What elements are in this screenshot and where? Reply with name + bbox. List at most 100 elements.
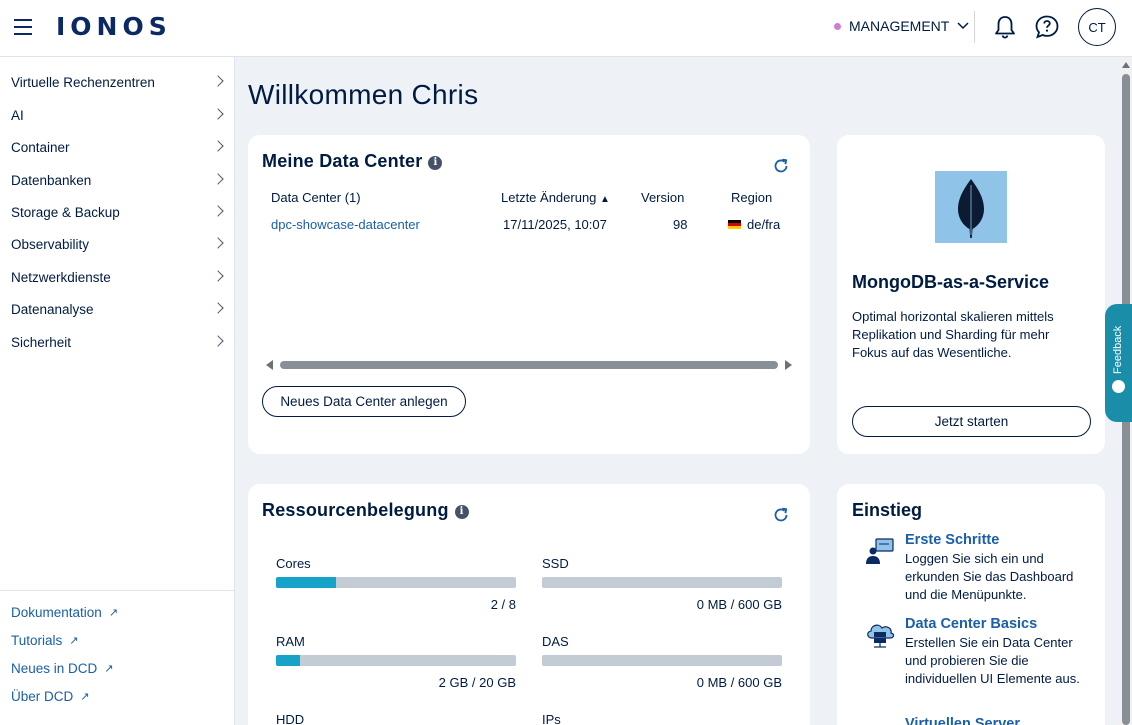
sidebar-item-storage-backup[interactable]: Storage & Backup [0, 196, 234, 228]
external-link-icon: ↗ [108, 607, 119, 619]
sidebar-item-label: Container [11, 139, 70, 155]
link-dokumentation[interactable]: Dokumentation ↗ [11, 605, 118, 620]
column-header-letzte-aenderung[interactable]: Letzte Änderung ▲ [501, 190, 610, 205]
chevron-right-icon [212, 173, 224, 185]
resource-value-cores: 2 / 8 [490, 597, 516, 612]
link-tutorials[interactable]: Tutorials ↗ [11, 633, 78, 648]
guide-data-center-basics-link[interactable]: Data Center Basics [905, 616, 1038, 632]
region-text: de/fra [747, 217, 781, 232]
german-flag-icon [728, 220, 741, 229]
resource-bar-cores [276, 577, 516, 588]
resource-value-das: 0 MB / 600 GB [696, 675, 782, 690]
sidebar: Virtuelle Rechenzentren AI Container Dat… [0, 57, 235, 725]
management-dropdown[interactable]: MANAGEMENT [834, 18, 969, 34]
chevron-right-icon [212, 75, 224, 87]
sidebar-item-label: Virtuelle Rechenzentren [11, 74, 155, 90]
external-link-icon: ↗ [104, 663, 114, 675]
sidebar-item-datenbanken[interactable]: Datenbanken [0, 164, 234, 196]
menu-icon[interactable] [14, 19, 32, 35]
resource-label-hdd: HDD [276, 712, 305, 725]
resource-value-ram: 2 GB / 20 GB [438, 675, 516, 690]
chevron-right-icon [212, 335, 224, 347]
datacenter-version: 98 [673, 217, 688, 232]
external-link-icon: ↗ [69, 635, 79, 647]
resource-bar-das [542, 655, 782, 666]
sidebar-item-label: Datenbanken [11, 172, 92, 188]
sidebar-item-label: Storage & Backup [11, 204, 120, 220]
feedback-label: Feedback [1112, 325, 1124, 374]
help-chat-icon[interactable] [1034, 14, 1060, 40]
scroll-right-icon[interactable] [785, 360, 792, 370]
resources-card [248, 484, 810, 725]
sidebar-item-container[interactable]: Container [0, 131, 234, 163]
scroll-up-icon[interactable] [1122, 62, 1130, 68]
resource-bar-fill [276, 577, 336, 588]
chevron-right-icon [212, 108, 224, 120]
bell-icon[interactable] [992, 14, 1018, 40]
resource-label-das: DAS [542, 634, 569, 649]
sidebar-item-label: Datenanalyse [11, 301, 94, 317]
chat-bubble-icon [1112, 380, 1125, 393]
resource-value-ssd: 0 MB / 600 GB [696, 597, 782, 612]
resource-bar-ssd [542, 577, 782, 588]
table-horizontal-scrollbar[interactable] [266, 359, 792, 371]
external-link-icon: ↗ [80, 691, 90, 703]
datacenter-name-link[interactable]: dpc-showcase-datacenter [271, 217, 420, 232]
column-header-version[interactable]: Version [641, 190, 685, 205]
sidebar-divider [0, 590, 234, 591]
sidebar-item-label: AI [11, 107, 24, 123]
feedback-tab[interactable]: Feedback [1105, 304, 1132, 422]
refresh-icon[interactable] [772, 506, 790, 524]
datacenter-region: de/fra [728, 217, 780, 232]
guide-erste-schritte-text: Loggen Sie sich ein und erkunden Sie das… [905, 551, 1074, 602]
info-icon[interactable]: i [428, 156, 443, 170]
sidebar-item-label: Observability [11, 236, 90, 252]
resource-label-ssd: SSD [542, 556, 569, 571]
promo-text: Optimal horizontal skalieren mittels Rep… [852, 309, 1054, 360]
user-avatar[interactable]: CT [1078, 8, 1116, 46]
sidebar-item-sicherheit[interactable]: Sicherheit [0, 326, 234, 358]
column-header-datacenter[interactable]: Data Center (1) [271, 190, 361, 205]
guide-virtuellen-server-link[interactable]: Virtuellen Server [905, 716, 1020, 725]
link-neues-in-dcd[interactable]: Neues in DCD ↗ [11, 661, 114, 676]
chevron-right-icon [212, 140, 224, 152]
mongodb-leaf-icon [935, 171, 1007, 243]
resource-label-cores: Cores [276, 556, 311, 571]
sidebar-item-observability[interactable]: Observability [0, 228, 234, 260]
cloud-server-icon [867, 624, 895, 648]
guide-erste-schritte-link[interactable]: Erste Schritte [905, 532, 1000, 548]
new-datacenter-button[interactable]: Neues Data Center anlegen [262, 386, 466, 417]
guide-data-center-basics-text: Erstellen Sie ein Data Center und probie… [905, 635, 1080, 686]
sidebar-item-datenanalyse[interactable]: Datenanalyse [0, 293, 234, 325]
chevron-right-icon [212, 237, 224, 249]
refresh-icon[interactable] [772, 157, 790, 175]
datacenter-modified: 17/11/2025, 10:07 [503, 217, 607, 232]
sidebar-item-netzwerkdienste[interactable]: Netzwerkdienste [0, 261, 234, 293]
scroll-left-icon[interactable] [266, 360, 273, 370]
header-divider [974, 11, 975, 43]
ionos-logo[interactable]: IONOS [56, 12, 172, 41]
column-label: Letzte Änderung [501, 190, 597, 205]
sidebar-item-ai[interactable]: AI [0, 99, 234, 131]
management-label: MANAGEMENT [849, 18, 950, 34]
scrollbar-thumb[interactable] [280, 361, 778, 369]
presenter-icon [866, 538, 894, 564]
link-ueber-dcd[interactable]: Über DCD ↗ [11, 689, 89, 704]
status-dot-icon [834, 22, 841, 30]
sidebar-item-virtuelle-rechenzentren[interactable]: Virtuelle Rechenzentren [0, 66, 234, 98]
resource-bar-ram [276, 655, 516, 666]
einstieg-card [837, 484, 1105, 725]
datacenter-card-title: Meine Data Center i [262, 151, 443, 172]
page-title: Willkommen Chris [248, 79, 479, 110]
einstieg-title: Einstieg [852, 500, 923, 520]
datacenter-title-text: Meine Data Center [262, 151, 423, 171]
jetzt-starten-button[interactable]: Jetzt starten [852, 406, 1091, 437]
resource-label-ips: IPs [542, 712, 561, 725]
promo-title: MongoDB-as-a-Service [852, 272, 1050, 292]
column-header-region[interactable]: Region [731, 190, 773, 205]
link-label: Über DCD [11, 689, 74, 704]
sort-up-icon: ▲ [600, 194, 610, 205]
link-label: Neues in DCD [11, 661, 98, 676]
info-icon[interactable]: i [454, 505, 469, 519]
link-label: Dokumentation [11, 605, 102, 620]
